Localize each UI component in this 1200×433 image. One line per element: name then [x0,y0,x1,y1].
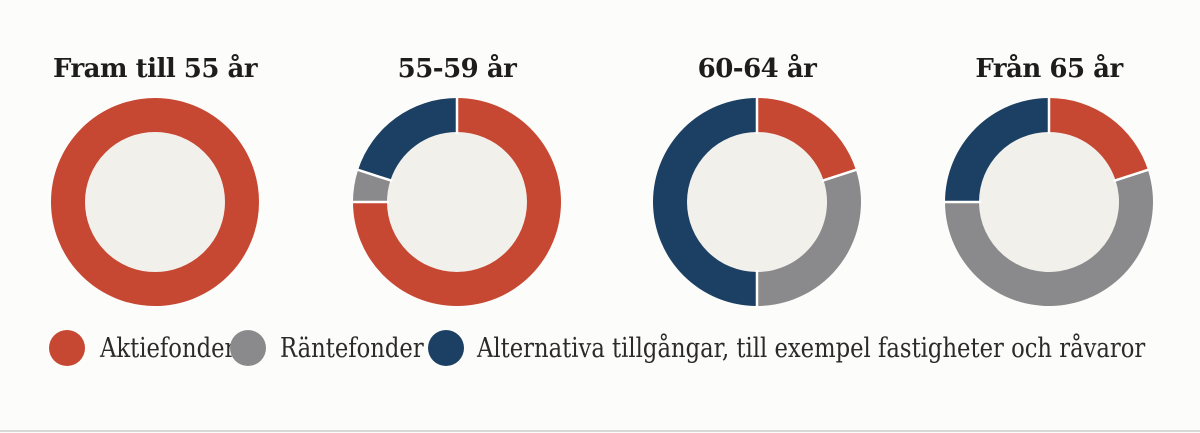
donut-chart-fram-till-55 [51,98,259,306]
segment-separator [356,168,393,183]
segment-separator [821,168,858,183]
chart-title: Från 65 år [975,54,1123,84]
bottom-divider-line [0,430,1200,432]
donut-hole [979,132,1119,272]
chart-title: 55-59 år [397,54,517,84]
age-group-chart-fram-till-55: Fram till 55 år [5,0,305,320]
donut-hole [387,132,527,272]
chart-title: Fram till 55 år [52,54,258,84]
legend-label-rantefonder: Räntefonder [280,333,424,364]
chart-title: 60-64 år [697,54,817,84]
segment-separator [1113,168,1150,183]
segment-aktiefonder [353,98,561,306]
legend-label-aktiefonder: Aktiefonder [100,333,236,364]
donut-hole [687,132,827,272]
segment-rantefonder [757,169,861,306]
donut-chart-60-64 [653,97,861,307]
segment-aktiefonder [51,98,259,306]
donut-chart-55-59 [352,97,561,306]
donut-hole [85,132,225,272]
legend-dot-alternativa [428,330,464,366]
age-group-chart-55-59: 55-59 år [307,0,607,320]
age-group-chart-60-64: 60-64 år [607,0,907,320]
segment-alternativa [945,98,1049,202]
legend-dot-rantefonder [230,330,266,366]
segment-rantefonder [945,169,1153,306]
segment-alternativa [358,98,457,181]
donut-chart-fran-65 [944,97,1153,306]
legend-dot-aktiefonder [49,330,85,366]
segment-aktiefonder [1049,98,1148,181]
segment-alternativa [653,98,757,306]
legend-label-alternativa: Alternativa tillgångar, till exempel fas… [477,333,1146,364]
segment-aktiefonder [757,98,856,181]
age-group-chart-fran-65: Från 65 år [899,0,1199,320]
